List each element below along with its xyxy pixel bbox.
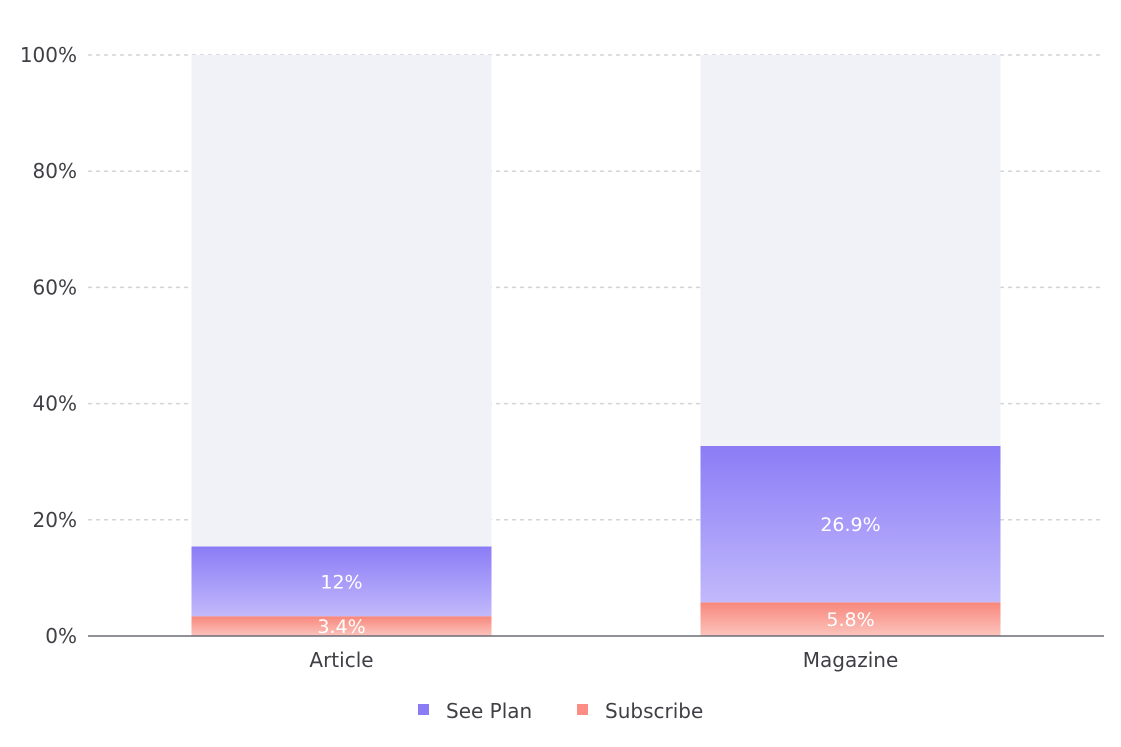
data-label: 5.8% (826, 609, 874, 631)
data-label: 3.4% (317, 616, 365, 638)
legend-label: See Plan (446, 699, 532, 723)
axes: 0% 20% 40% 60% 80% 100% Article Magazine (20, 43, 1104, 672)
x-category-label: Article (309, 648, 373, 672)
y-tick-label: 0% (45, 624, 77, 648)
x-category-label: Magazine (803, 648, 899, 672)
bar-segment (191, 616, 492, 636)
bar-segment (191, 546, 492, 617)
legend: See Plan Subscribe (418, 699, 703, 723)
legend-swatch (577, 704, 588, 715)
bar-segment (700, 602, 1001, 636)
bar-backgrounds (191, 55, 1001, 636)
bar-segment (700, 446, 1001, 603)
data-label: 12% (320, 571, 362, 593)
y-tick-label: 20% (33, 508, 77, 532)
legend-swatch (418, 704, 429, 715)
bar-background (191, 55, 492, 636)
y-tick-label: 80% (33, 159, 77, 183)
bars (191, 446, 1001, 636)
data-label: 26.9% (820, 514, 880, 536)
y-tick-label: 100% (20, 43, 77, 67)
y-tick-label: 40% (33, 392, 77, 416)
data-labels: 3.4% 12% 5.8% 26.9% (317, 514, 880, 638)
y-tick-label: 60% (33, 275, 77, 299)
legend-label: Subscribe (605, 699, 703, 723)
